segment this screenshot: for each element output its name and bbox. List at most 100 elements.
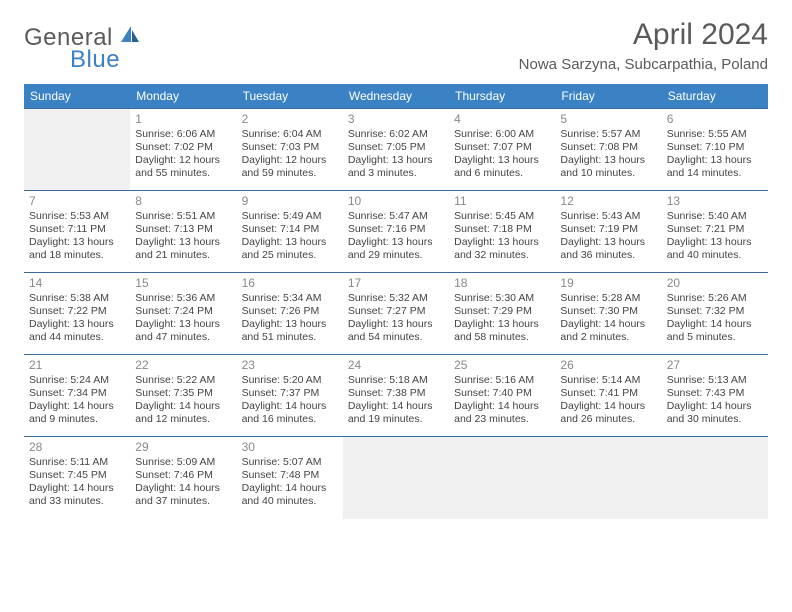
cell-text: Daylight: 14 hours <box>242 400 338 413</box>
day-number: 8 <box>135 194 231 208</box>
calendar-cell: 1Sunrise: 6:06 AMSunset: 7:02 PMDaylight… <box>130 109 236 191</box>
cell-text: Sunset: 7:03 PM <box>242 141 338 154</box>
calendar-cell: 18Sunrise: 5:30 AMSunset: 7:29 PMDayligh… <box>449 273 555 355</box>
calendar-cell: 7Sunrise: 5:53 AMSunset: 7:11 PMDaylight… <box>24 191 130 273</box>
calendar-cell: 22Sunrise: 5:22 AMSunset: 7:35 PMDayligh… <box>130 355 236 437</box>
cell-text: Sunset: 7:14 PM <box>242 223 338 236</box>
cell-text: Daylight: 13 hours <box>242 318 338 331</box>
cell-text: Sunrise: 6:06 AM <box>135 128 231 141</box>
cell-text: Daylight: 14 hours <box>135 482 231 495</box>
cell-text: and 3 minutes. <box>348 167 444 180</box>
day-number: 3 <box>348 112 444 126</box>
cell-text: and 59 minutes. <box>242 167 338 180</box>
cell-text: Daylight: 13 hours <box>454 154 550 167</box>
calendar-cell: 3 Sunrise: 6:02 AMSunset: 7:05 PMDaylight… <box>343 109 449 191</box>
cell-text: Daylight: 13 hours <box>454 236 550 249</box>
day-header: Saturday <box>662 84 768 109</box>
cell-text: Sunrise: 5:26 AM <box>667 292 763 305</box>
cell-text: Daylight: 13 hours <box>242 236 338 249</box>
cell-text: Sunrise: 5:49 AM <box>242 210 338 223</box>
day-number: 5 <box>560 112 656 126</box>
location-text: Nowa Sarzyna, Subcarpathia, Poland <box>519 56 768 73</box>
day-number: 13 <box>667 194 763 208</box>
calendar-cell: 30Sunrise: 5:07 AMSunset: 7:48 PMDayligh… <box>237 437 343 519</box>
cell-text: Daylight: 13 hours <box>135 318 231 331</box>
cell-text: and 16 minutes. <box>242 413 338 426</box>
cell-text: Sunrise: 6:02 AM <box>348 128 444 141</box>
cell-text: Sunset: 7:10 PM <box>667 141 763 154</box>
cell-text: Sunrise: 5:47 AM <box>348 210 444 223</box>
day-number: 16 <box>242 276 338 290</box>
calendar-cell: 2Sunrise: 6:04 AMSunset: 7:03 PMDaylight… <box>237 109 343 191</box>
day-header: Thursday <box>449 84 555 109</box>
cell-text: Daylight: 13 hours <box>29 236 125 249</box>
cell-text: and 40 minutes. <box>242 495 338 508</box>
cell-text: Sunset: 7:05 PM <box>348 141 444 154</box>
cell-text: Sunset: 7:11 PM <box>29 223 125 236</box>
cell-text: and 10 minutes. <box>560 167 656 180</box>
cell-text: Sunset: 7:40 PM <box>454 387 550 400</box>
day-number: 2 <box>242 112 338 126</box>
calendar-cell: 24Sunrise: 5:18 AMSunset: 7:38 PMDayligh… <box>343 355 449 437</box>
day-header: Sunday <box>24 84 130 109</box>
cell-text: Sunset: 7:26 PM <box>242 305 338 318</box>
title-block: April 2024 Nowa Sarzyna, Subcarpathia, P… <box>519 18 768 73</box>
cell-text: Daylight: 12 hours <box>135 154 231 167</box>
cell-text: and 32 minutes. <box>454 249 550 262</box>
cell-text: Sunset: 7:22 PM <box>29 305 125 318</box>
cell-text: and 54 minutes. <box>348 331 444 344</box>
cell-text: Sunset: 7:16 PM <box>348 223 444 236</box>
cell-text: Sunrise: 5:24 AM <box>29 374 125 387</box>
cell-text: Sunrise: 5:28 AM <box>560 292 656 305</box>
cell-text: Sunset: 7:43 PM <box>667 387 763 400</box>
calendar-cell: 29Sunrise: 5:09 AMSunset: 7:46 PMDayligh… <box>130 437 236 519</box>
day-number: 23 <box>242 358 338 372</box>
day-header-row: Sunday Monday Tuesday Wednesday Thursday… <box>24 84 768 109</box>
calendar-cell: 5Sunrise: 5:57 AMSunset: 7:08 PMDaylight… <box>555 109 661 191</box>
cell-text: Sunrise: 5:32 AM <box>348 292 444 305</box>
cell-text: Sunset: 7:46 PM <box>135 469 231 482</box>
cell-text: Daylight: 14 hours <box>242 482 338 495</box>
calendar-cell <box>662 437 768 519</box>
cell-text: and 18 minutes. <box>29 249 125 262</box>
cell-text: Sunset: 7:27 PM <box>348 305 444 318</box>
cell-text: Sunset: 7:37 PM <box>242 387 338 400</box>
day-number: 29 <box>135 440 231 454</box>
day-number: 24 <box>348 358 444 372</box>
cell-text: and 26 minutes. <box>560 413 656 426</box>
cell-text: Sunset: 7:41 PM <box>560 387 656 400</box>
cell-text: Sunset: 7:35 PM <box>135 387 231 400</box>
day-number: 15 <box>135 276 231 290</box>
cell-text: Sunrise: 6:04 AM <box>242 128 338 141</box>
calendar-cell: 15Sunrise: 5:36 AMSunset: 7:24 PMDayligh… <box>130 273 236 355</box>
cell-text: and 12 minutes. <box>135 413 231 426</box>
calendar-cell: 11Sunrise: 5:45 AMSunset: 7:18 PMDayligh… <box>449 191 555 273</box>
cell-text: and 19 minutes. <box>348 413 444 426</box>
calendar-cell <box>24 109 130 191</box>
cell-text: and 55 minutes. <box>135 167 231 180</box>
calendar-cell: 23Sunrise: 5:20 AMSunset: 7:37 PMDayligh… <box>237 355 343 437</box>
calendar-cell: 26Sunrise: 5:14 AMSunset: 7:41 PMDayligh… <box>555 355 661 437</box>
cell-text: Sunrise: 5:40 AM <box>667 210 763 223</box>
cell-text: and 47 minutes. <box>135 331 231 344</box>
calendar-cell: 17Sunrise: 5:32 AMSunset: 7:27 PMDayligh… <box>343 273 449 355</box>
cell-text: and 58 minutes. <box>454 331 550 344</box>
cell-text: Sunset: 7:19 PM <box>560 223 656 236</box>
table-row: 1Sunrise: 6:06 AMSunset: 7:02 PMDaylight… <box>24 109 768 191</box>
day-number: 20 <box>667 276 763 290</box>
cell-text: and 33 minutes. <box>29 495 125 508</box>
cell-text: Sunrise: 5:13 AM <box>667 374 763 387</box>
cell-text: Daylight: 13 hours <box>348 154 444 167</box>
cell-text: Daylight: 14 hours <box>348 400 444 413</box>
cell-text: Sunrise: 5:30 AM <box>454 292 550 305</box>
calendar-cell: 20Sunrise: 5:26 AMSunset: 7:32 PMDayligh… <box>662 273 768 355</box>
cell-text: and 29 minutes. <box>348 249 444 262</box>
cell-text: and 40 minutes. <box>667 249 763 262</box>
cell-text: Sunrise: 5:45 AM <box>454 210 550 223</box>
cell-text: Daylight: 14 hours <box>29 400 125 413</box>
cell-text: Sunrise: 5:55 AM <box>667 128 763 141</box>
cell-text: Sunrise: 5:34 AM <box>242 292 338 305</box>
logo: General Blue <box>24 24 164 74</box>
cell-text: Sunrise: 5:57 AM <box>560 128 656 141</box>
day-number: 22 <box>135 358 231 372</box>
